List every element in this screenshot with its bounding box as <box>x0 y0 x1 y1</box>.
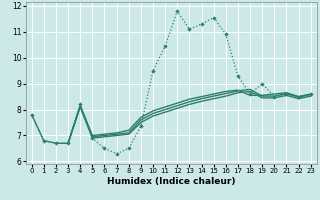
X-axis label: Humidex (Indice chaleur): Humidex (Indice chaleur) <box>107 177 236 186</box>
